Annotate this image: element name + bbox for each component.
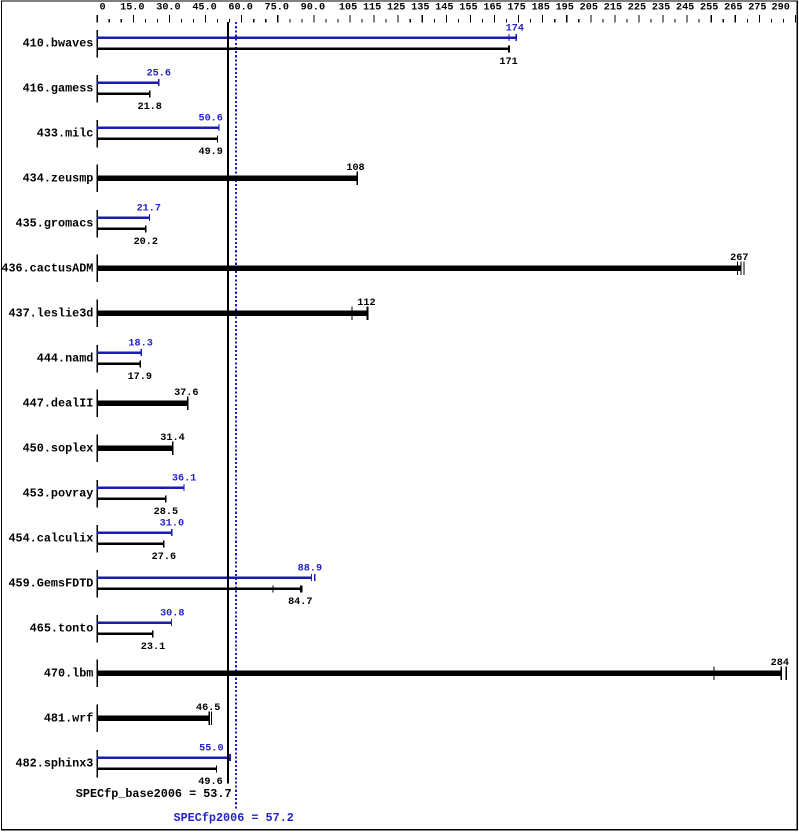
svg-text:195: 195: [556, 3, 574, 14]
svg-text:205: 205: [580, 3, 598, 14]
svg-text:46.5: 46.5: [196, 703, 220, 714]
svg-text:108: 108: [346, 163, 364, 174]
svg-text:17.9: 17.9: [128, 372, 152, 383]
svg-text:21.7: 21.7: [137, 203, 161, 214]
svg-text:245: 245: [676, 3, 694, 14]
svg-text:454.calculix: 454.calculix: [8, 531, 93, 545]
svg-text:165: 165: [483, 3, 501, 14]
svg-text:49.6: 49.6: [198, 777, 222, 788]
svg-text:21.8: 21.8: [137, 102, 161, 113]
svg-text:125: 125: [387, 3, 405, 14]
svg-text:45.0: 45.0: [192, 3, 216, 14]
svg-text:465.tonto: 465.tonto: [30, 621, 94, 635]
svg-text:23.1: 23.1: [141, 642, 165, 653]
svg-text:75.0: 75.0: [265, 3, 289, 14]
svg-text:37.6: 37.6: [174, 388, 198, 399]
svg-text:18.3: 18.3: [128, 338, 152, 349]
svg-text:30.8: 30.8: [160, 608, 184, 619]
svg-text:215: 215: [604, 3, 622, 14]
svg-text:435.gromacs: 435.gromacs: [16, 216, 94, 230]
svg-text:88.9: 88.9: [298, 563, 322, 574]
svg-text:112: 112: [357, 298, 375, 309]
svg-text:416.gamess: 416.gamess: [23, 81, 94, 95]
svg-text:225: 225: [628, 3, 646, 14]
svg-text:55.0: 55.0: [199, 743, 223, 754]
svg-text:28.5: 28.5: [154, 507, 178, 518]
svg-text:15.0: 15.0: [120, 3, 144, 14]
svg-text:175: 175: [507, 3, 525, 14]
svg-text:444.namd: 444.namd: [37, 351, 94, 365]
svg-text:450.soplex: 450.soplex: [23, 442, 94, 456]
svg-text:SPECfp2006 = 57.2: SPECfp2006 = 57.2: [174, 811, 294, 825]
svg-text:433.milc: 433.milc: [37, 126, 94, 140]
svg-text:459.GemsFDTD: 459.GemsFDTD: [8, 576, 93, 590]
svg-text:31.0: 31.0: [160, 518, 184, 529]
svg-text:436.cactusADM: 436.cactusADM: [1, 262, 93, 276]
svg-text:284: 284: [771, 658, 789, 669]
svg-text:155: 155: [459, 3, 477, 14]
svg-text:SPECfp_base2006 = 53.7: SPECfp_base2006 = 53.7: [76, 787, 232, 801]
svg-text:115: 115: [363, 3, 381, 14]
svg-text:185: 185: [531, 3, 549, 14]
svg-text:470.lbm: 470.lbm: [44, 667, 94, 681]
svg-text:0: 0: [99, 3, 105, 14]
svg-text:84.7: 84.7: [288, 597, 312, 608]
svg-text:145: 145: [435, 3, 453, 14]
svg-text:50.6: 50.6: [198, 113, 222, 124]
svg-text:290: 290: [772, 3, 790, 14]
svg-text:267: 267: [730, 253, 748, 264]
svg-text:90.0: 90.0: [301, 3, 325, 14]
svg-text:27.6: 27.6: [152, 552, 176, 563]
svg-text:135: 135: [411, 3, 429, 14]
svg-text:265: 265: [724, 3, 742, 14]
svg-text:20.2: 20.2: [134, 237, 158, 248]
svg-text:25.6: 25.6: [147, 68, 171, 79]
svg-text:60.0: 60.0: [228, 3, 252, 14]
svg-text:447.dealII: 447.dealII: [23, 397, 94, 411]
svg-text:36.1: 36.1: [172, 473, 196, 484]
svg-text:174: 174: [506, 23, 524, 34]
svg-text:410.bwaves: 410.bwaves: [23, 36, 94, 50]
svg-text:255: 255: [700, 3, 718, 14]
svg-text:481.wrf: 481.wrf: [44, 712, 94, 726]
svg-text:31.4: 31.4: [160, 433, 184, 444]
svg-text:437.leslie3d: 437.leslie3d: [8, 307, 93, 321]
svg-text:105: 105: [339, 3, 357, 14]
svg-text:482.sphinx3: 482.sphinx3: [16, 756, 94, 770]
svg-text:453.povray: 453.povray: [23, 486, 94, 500]
svg-text:275: 275: [748, 3, 766, 14]
svg-text:235: 235: [652, 3, 670, 14]
svg-text:171: 171: [499, 57, 517, 68]
svg-text:434.zeusmp: 434.zeusmp: [23, 172, 94, 186]
svg-text:30.0: 30.0: [156, 3, 180, 14]
svg-text:49.9: 49.9: [198, 147, 222, 158]
